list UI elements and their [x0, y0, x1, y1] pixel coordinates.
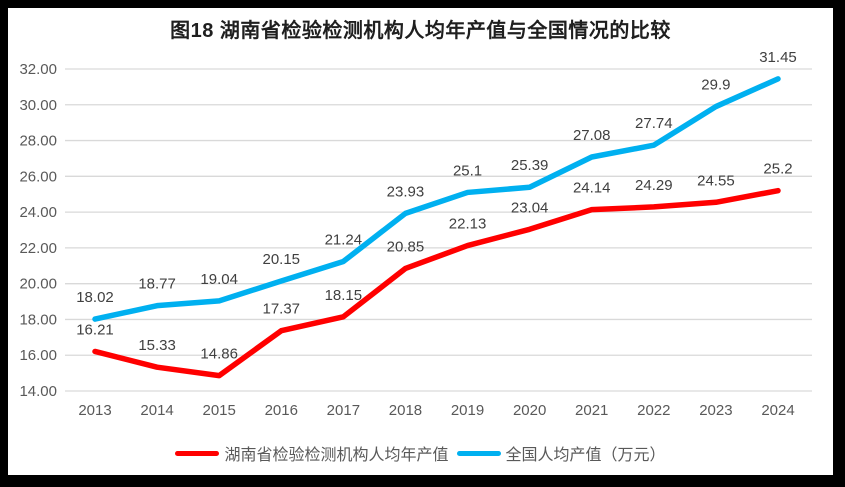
- y-tick-label: 16.00: [19, 347, 57, 364]
- data-label-series-0: 17.37: [262, 301, 300, 318]
- data-label-series-1: 21.24: [325, 231, 363, 248]
- data-label-series-0: 22.13: [449, 216, 487, 233]
- chart-legend: 湖南省检验检测机构人均年产值 全国人均产值（万元）: [8, 441, 833, 465]
- x-tick-label: 2024: [761, 402, 794, 419]
- x-tick-label: 2021: [575, 402, 608, 419]
- data-label-series-1: 29.9: [701, 77, 730, 94]
- legend-label-national: 全国人均产值（万元）: [505, 447, 666, 464]
- y-tick-label: 28.00: [19, 133, 57, 150]
- data-label-series-0: 24.55: [697, 172, 735, 189]
- y-tick-label: 30.00: [19, 97, 57, 114]
- x-tick-label: 2015: [202, 402, 235, 419]
- y-tick-label: 26.00: [19, 168, 57, 185]
- data-label-series-1: 25.1: [453, 162, 482, 179]
- series-line-0: [92, 187, 781, 379]
- data-label-series-1: 18.02: [76, 289, 114, 306]
- chart-area: 图18 湖南省检验检测机构人均年产值与全国情况的比较 32.00 30.00 28.…: [8, 8, 833, 475]
- y-tick-label: 20.00: [19, 276, 57, 293]
- y-tick-label: 14.00: [19, 383, 57, 400]
- chart-title: 图18 湖南省检验检测机构人均年产值与全国情况的比较: [170, 20, 671, 42]
- series-line-1: [92, 76, 781, 322]
- data-label-series-0: 14.86: [200, 346, 238, 363]
- x-tick-label: 2023: [699, 402, 732, 419]
- legend-item-national: 全国人均产值（万元）: [456, 441, 666, 465]
- data-label-series-1: 20.15: [262, 251, 300, 268]
- x-tick-label: 2013: [78, 402, 111, 419]
- data-label-series-0: 24.14: [573, 180, 611, 197]
- data-label-series-0: 16.21: [76, 321, 114, 338]
- legend-label-hunan: 湖南省检验检测机构人均年产值: [224, 447, 449, 464]
- data-label-series-1: 27.74: [635, 115, 673, 132]
- y-tick-label: 22.00: [19, 240, 57, 257]
- legend-line-blue-icon: [456, 450, 501, 456]
- x-tick-label: 2018: [389, 402, 422, 419]
- x-tick-label: 2020: [513, 402, 546, 419]
- legend-line-red-icon: [175, 450, 220, 456]
- data-label-series-0: 24.29: [635, 177, 673, 194]
- data-label-series-0: 25.2: [763, 161, 792, 178]
- x-tick-label: 2022: [637, 402, 670, 419]
- legend-item-hunan: 湖南省检验检测机构人均年产值: [175, 441, 449, 465]
- data-label-series-0: 15.33: [138, 337, 176, 354]
- data-label-series-0: 18.15: [325, 287, 363, 304]
- x-tick-label: 2014: [140, 402, 173, 419]
- data-label-series-1: 25.39: [511, 157, 549, 174]
- data-label-series-1: 18.77: [138, 276, 176, 293]
- data-label-series-0: 20.85: [387, 238, 425, 255]
- data-label-series-1: 23.93: [387, 183, 425, 200]
- data-label-series-1: 27.08: [573, 127, 611, 144]
- y-tick-label: 32.00: [19, 61, 57, 78]
- y-tick-label: 24.00: [19, 204, 57, 221]
- y-tick-label: 18.00: [19, 311, 57, 328]
- line-chart-plot: 32.00 30.00 28.00 26.00 24.00 22.00 20.00 18.00…: [19, 49, 812, 419]
- data-label-series-1: 19.04: [200, 271, 238, 288]
- x-tick-label: 2017: [327, 402, 360, 419]
- x-tick-label: 2016: [265, 402, 298, 419]
- x-tick-label: 2019: [451, 402, 484, 419]
- data-label-series-1: 31.45: [759, 49, 797, 66]
- data-label-series-0: 23.04: [511, 199, 549, 216]
